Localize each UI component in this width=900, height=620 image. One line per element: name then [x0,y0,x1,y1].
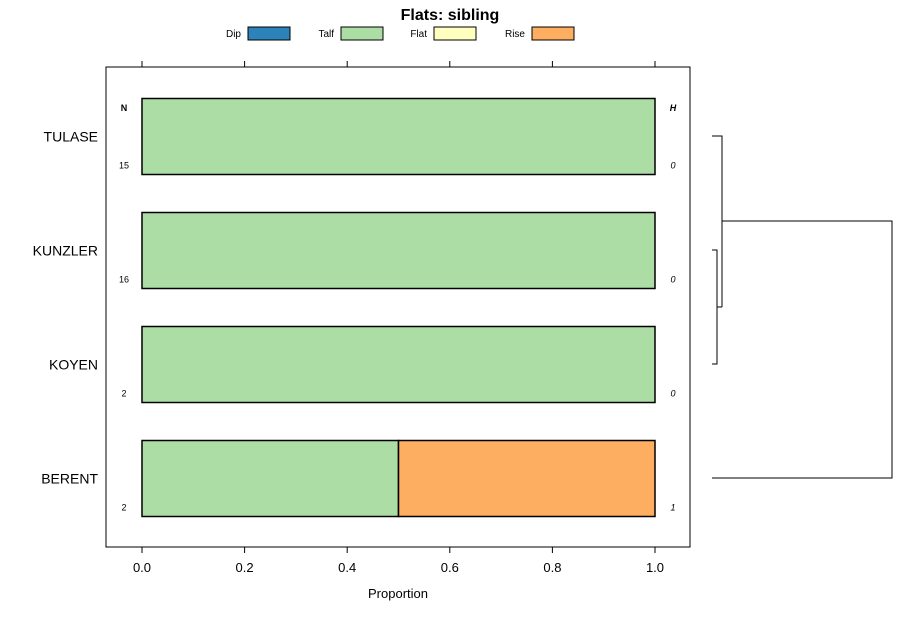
x-tick-label: 0.4 [338,560,356,575]
legend-label-flat: Flat [410,29,427,40]
dendrogram-branch-kunzler-koyen [712,249,718,365]
x-axis: 0.0 0.2 0.4 0.6 0.8 1.0 [133,547,664,575]
chart-title: Flats: sibling [401,7,500,24]
h-value-berent: 1 [670,503,675,513]
n-value-kunzler: 16 [119,275,129,285]
legend-label-dip: Dip [226,29,241,40]
dendrogram-branch-tulase [712,135,723,307]
top-axis-ticks [141,61,656,67]
legend-swatch-flat [433,26,477,41]
bar-kunzler-talf [141,211,656,290]
h-value-tulase: 0 [670,161,675,171]
legend-swatch-talf [340,26,384,41]
x-axis-title: Proportion [368,586,428,601]
bar-tulase-talf [141,97,656,176]
bars [141,97,656,518]
legend-swatch-rise [531,26,575,41]
bar-berent-talf [141,439,400,518]
h-value-koyen: 0 [670,389,675,399]
dendrogram [712,135,893,479]
dendrogram-branch-root [712,220,893,479]
x-tick-label: 1.0 [646,560,664,575]
row-label-koyen: KOYEN [49,357,98,373]
legend: Dip Talf Flat Rise [226,26,575,41]
h-values: 0 0 0 1 [670,161,675,513]
legend-label-rise: Rise [505,29,525,40]
x-tick-label: 0.2 [236,560,254,575]
n-value-berent: 2 [121,503,126,513]
row-label-tulase: TULASE [44,129,98,145]
legend-swatch-dip [247,26,291,41]
x-tick-label: 0.8 [543,560,561,575]
n-value-koyen: 2 [121,389,126,399]
x-tick-label: 0.0 [133,560,151,575]
row-label-kunzler: KUNZLER [33,243,98,259]
row-label-berent: BERENT [41,471,98,487]
x-tick-label: 0.6 [441,560,459,575]
n-value-tulase: 15 [119,161,129,171]
h-value-kunzler: 0 [670,275,675,285]
legend-label-talf: Talf [318,29,334,40]
h-header: H [670,103,677,113]
plot-frame [105,66,691,548]
n-values: 15 16 2 2 [119,161,129,513]
n-header: N [121,103,128,113]
bar-koyen-talf [141,325,656,404]
bar-berent-rise [397,439,656,518]
row-labels: TULASE KUNZLER KOYEN BERENT [33,129,99,487]
